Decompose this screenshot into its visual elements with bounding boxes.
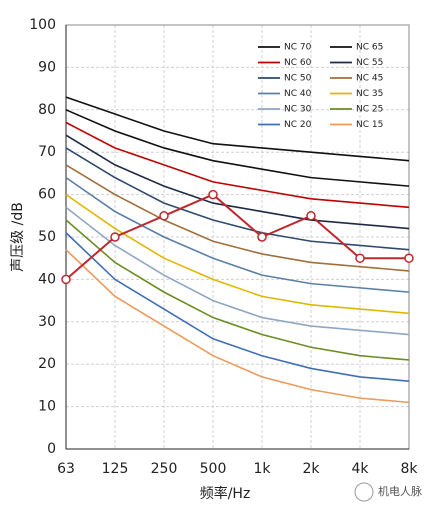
series-line bbox=[65, 249, 410, 404]
series-line bbox=[65, 134, 410, 230]
data-point bbox=[110, 232, 120, 242]
x-tick-label: 4k bbox=[351, 461, 369, 477]
y-tick-label: 30 bbox=[38, 314, 56, 330]
legend-label: NC 65 bbox=[356, 43, 383, 53]
legend-label: NC 40 bbox=[284, 89, 312, 99]
legend-label: NC 45 bbox=[356, 74, 383, 84]
series-line bbox=[65, 219, 410, 361]
data-point bbox=[404, 253, 414, 263]
y-axis-label: 声压级 /dB bbox=[10, 202, 26, 272]
x-tick-label: 125 bbox=[102, 461, 129, 477]
watermark-icon bbox=[354, 482, 374, 502]
y-tick-label: 90 bbox=[38, 59, 56, 75]
x-tick-label: 63 bbox=[57, 461, 75, 477]
y-tick-label: 0 bbox=[47, 441, 56, 457]
data-point bbox=[208, 189, 218, 200]
legend-label: NC 25 bbox=[356, 105, 383, 115]
series-line bbox=[65, 121, 410, 209]
legend-label: NC 50 bbox=[284, 74, 312, 84]
watermark: 机电人脉 bbox=[378, 484, 422, 498]
y-tick-label: 50 bbox=[38, 229, 56, 245]
legend-label: NC 20 bbox=[284, 120, 312, 130]
series-line bbox=[65, 164, 410, 272]
y-tick-label: 40 bbox=[38, 271, 56, 287]
y-tick-label: 10 bbox=[38, 399, 56, 415]
legend-label: NC 55 bbox=[356, 58, 383, 68]
x-tick-label: 1k bbox=[253, 461, 271, 477]
series-line bbox=[65, 147, 410, 251]
x-tick-label: 8k bbox=[400, 461, 418, 477]
legend-label: NC 70 bbox=[284, 43, 312, 53]
y-tick-label: 60 bbox=[38, 187, 56, 203]
legend-label: NC 35 bbox=[356, 89, 383, 99]
data-point bbox=[306, 211, 316, 221]
legend-label: NC 60 bbox=[284, 58, 312, 68]
data-point bbox=[355, 253, 365, 263]
y-tick-label: 20 bbox=[38, 356, 56, 372]
x-axis-label: 频率/Hz bbox=[200, 485, 251, 502]
series-line bbox=[65, 109, 410, 187]
data-point bbox=[61, 274, 71, 285]
series-line bbox=[65, 232, 410, 382]
y-tick-label: 100 bbox=[29, 17, 56, 33]
data-point bbox=[159, 211, 169, 221]
series-line bbox=[65, 206, 410, 336]
legend-label: NC 15 bbox=[356, 120, 383, 130]
data-point bbox=[257, 232, 267, 242]
y-tick-label: 70 bbox=[38, 144, 56, 160]
y-tick-label: 80 bbox=[38, 102, 56, 118]
series-line bbox=[65, 176, 410, 293]
x-tick-label: 500 bbox=[200, 461, 227, 477]
x-tick-label: 250 bbox=[151, 461, 178, 477]
series-line bbox=[65, 193, 409, 281]
legend-label: NC 30 bbox=[284, 105, 312, 115]
series-line bbox=[65, 96, 410, 162]
x-tick-label: 2k bbox=[302, 461, 320, 477]
